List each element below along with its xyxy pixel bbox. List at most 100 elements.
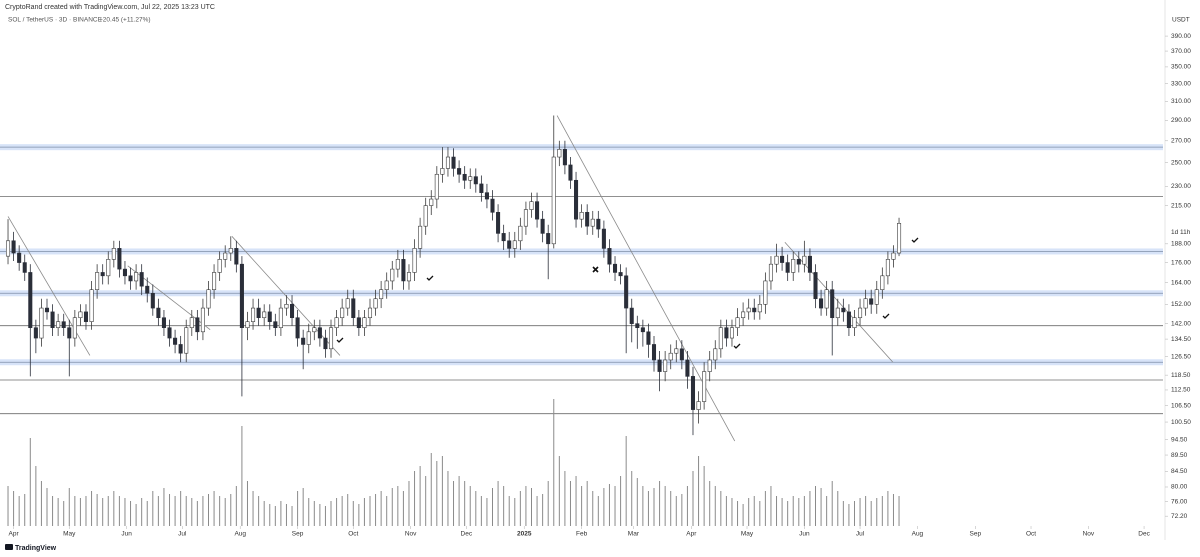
candle-body [579, 211, 584, 220]
candle-body [601, 228, 606, 249]
candle-body [540, 218, 545, 234]
candle-body [496, 211, 501, 234]
candle-body [33, 327, 38, 339]
candle-body [145, 285, 150, 294]
candle-body [83, 311, 89, 322]
candle-body [228, 248, 233, 254]
candle-body [106, 259, 111, 277]
candle-body [284, 303, 289, 309]
candle-body [334, 317, 339, 329]
x-tick-label: Jun [121, 531, 132, 538]
y-tick-label: 100.50 [1171, 419, 1191, 426]
y-tick-label: 72.20 [1171, 513, 1188, 520]
candle-body [607, 248, 612, 265]
candle-body [100, 272, 105, 277]
candle-body [418, 225, 423, 249]
candle-body [568, 164, 573, 181]
candle-body [195, 317, 200, 333]
y-tick-label: 84.50 [1171, 468, 1188, 475]
candle-body [841, 307, 846, 313]
candle-body [562, 149, 567, 166]
candle-body [685, 359, 690, 377]
candle-body [89, 289, 94, 322]
candle-body [61, 321, 66, 329]
y-tick-label: 176.00 [1171, 259, 1191, 266]
candle-body [200, 307, 205, 333]
candle-body [22, 262, 27, 273]
candle-body [813, 272, 818, 300]
candle-body [234, 248, 239, 265]
y-tick-label: 164.00 [1171, 279, 1191, 286]
candle-body [406, 272, 412, 282]
candle-body [679, 348, 684, 361]
candle-body [161, 317, 166, 329]
y-tick-label: 94.50 [1171, 436, 1188, 443]
candle-body [585, 211, 590, 227]
candle-body [457, 168, 462, 175]
candle-body [50, 311, 55, 329]
y-tick-label: 152.00 [1171, 301, 1191, 308]
candle-body [724, 327, 729, 339]
y-tick-label: 370.00 [1171, 48, 1191, 55]
candle-body [729, 327, 734, 339]
candle-body [819, 298, 824, 309]
candle-body [184, 327, 189, 354]
candle-body [340, 307, 345, 319]
countdown-bg [1166, 227, 1200, 238]
x-tick-label: Jun [799, 531, 810, 538]
candle-body [490, 198, 495, 213]
candle-body [752, 307, 757, 313]
candle-body [707, 359, 712, 372]
candle-body [757, 303, 762, 313]
axis-unit: USDT [1172, 17, 1190, 24]
candle-body [501, 233, 506, 242]
candle-body [122, 268, 127, 277]
x-tick-label: Oct [1026, 531, 1036, 538]
candle-body [863, 298, 868, 309]
candle-body [290, 303, 295, 319]
x-tick-label: Oct [348, 531, 358, 538]
y-tick-label: 270.00 [1171, 137, 1191, 144]
candle-body [484, 192, 489, 200]
candle-body [44, 307, 50, 313]
candle-body [802, 255, 807, 265]
candle-body [596, 218, 601, 230]
candle-body [212, 272, 217, 290]
candle-body [295, 317, 300, 339]
candle-body [429, 198, 434, 206]
candle-body [362, 317, 367, 329]
x-tick-label: Apr [686, 531, 697, 538]
candle-body [306, 331, 311, 345]
candle-body [351, 298, 356, 319]
candle-body [39, 307, 44, 339]
candle-body [367, 307, 373, 319]
logo-icon [5, 544, 13, 550]
x-tick-label: May [63, 531, 76, 538]
y-tick-label: 188.00 [1171, 241, 1191, 248]
x-tick-label: Dec [461, 531, 473, 538]
x-tick-label: Nov [405, 531, 417, 538]
candle-body [529, 201, 534, 210]
candles [5, 115, 902, 436]
candle-body [657, 359, 662, 372]
candle-body [551, 156, 556, 245]
candle-body [323, 337, 328, 350]
candle-body [696, 401, 701, 410]
y-tick-label: 118.50 [1171, 372, 1191, 379]
candle-body [807, 255, 812, 273]
y-tick-label: 350.00 [1171, 64, 1191, 71]
candle-body [824, 289, 829, 309]
candle-body [846, 311, 851, 329]
x-tick-label: Aug [234, 531, 246, 538]
candle-body [56, 321, 61, 329]
candle-body [791, 259, 796, 273]
check-mark [882, 313, 890, 319]
x-tick-label: Feb [576, 531, 588, 538]
x-tick-label: Jul [856, 531, 865, 538]
candle-body [668, 352, 673, 361]
candle-body [646, 331, 651, 345]
check-mark [426, 275, 434, 281]
y-tick-label: 112.50 [1171, 387, 1191, 394]
